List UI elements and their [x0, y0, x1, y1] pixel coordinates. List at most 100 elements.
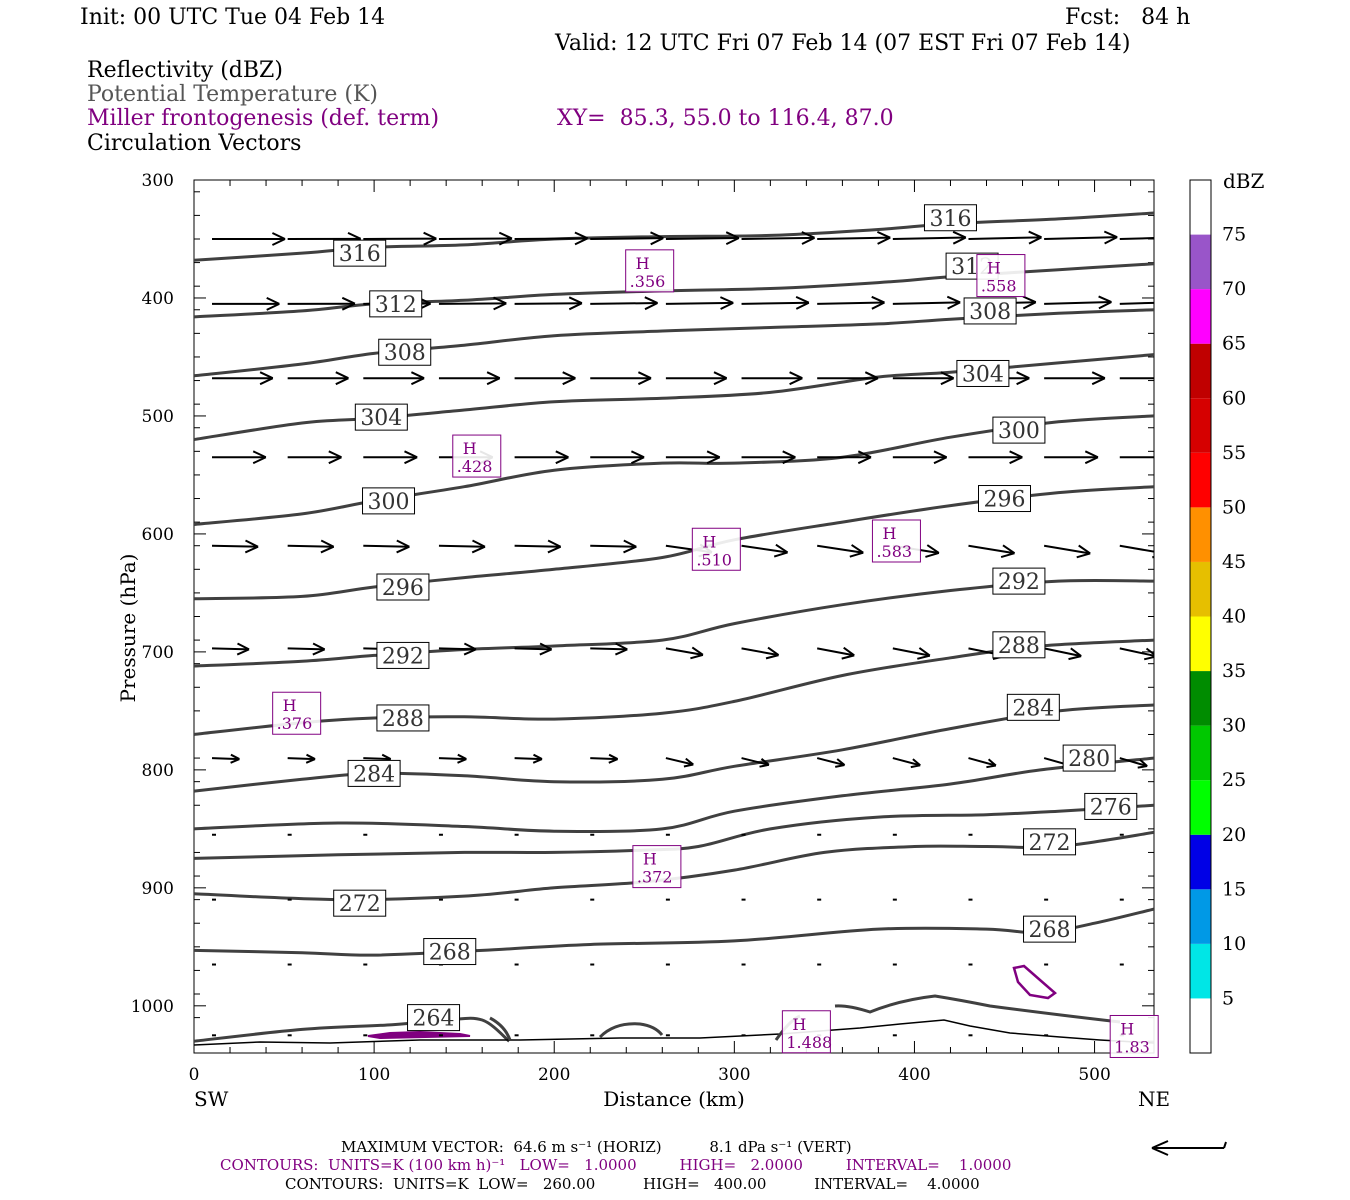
circulation-vector-head — [1161, 451, 1174, 463]
colorbar-level-label: 75 — [1222, 224, 1246, 246]
circulation-vector-head — [910, 758, 921, 769]
circulation-vector-head — [547, 539, 562, 554]
fronto-high-box — [272, 691, 322, 735]
fronto-high-value: 1.488 — [786, 1033, 832, 1052]
contour-label-288: 288 — [382, 707, 424, 732]
circulation-vector-head — [423, 231, 437, 246]
contour-label-box — [333, 889, 387, 917]
circulation-vector — [438, 302, 507, 305]
y-tick-label: 900 — [142, 879, 174, 899]
circulation-vector — [438, 237, 512, 240]
contour-label-300: 300 — [368, 490, 410, 515]
circulation-vector-head — [312, 642, 326, 656]
circulation-vector-head — [1016, 371, 1030, 386]
circulation-vector-head — [457, 753, 467, 764]
colorbar-level-label: 65 — [1222, 333, 1246, 355]
circulation-vector-head — [471, 539, 486, 554]
circulation-vector — [211, 757, 240, 761]
fronto-high-box — [632, 845, 682, 889]
circulation-vector-head — [230, 753, 240, 764]
circulation-vector-head — [328, 450, 342, 465]
circulation-vector-head — [630, 450, 645, 465]
contour-label-box — [354, 403, 408, 431]
circulation-vector-head — [410, 371, 425, 386]
footer-contours-frontogenesis: CONTOURS: UNITS=K (100 km h)⁻¹ LOW= 1.00… — [220, 1156, 1012, 1174]
contour-label-box — [423, 938, 477, 966]
circulation-vector-head — [952, 230, 967, 245]
circulation-vector-head — [574, 231, 589, 246]
colorbar-segment — [1190, 671, 1211, 726]
circulation-vector — [665, 236, 739, 240]
circulation-vector-head — [1022, 295, 1037, 310]
circulation-vector — [816, 757, 845, 767]
circulation-vector-head — [1143, 647, 1154, 661]
circulation-vector-head — [795, 295, 810, 310]
contour-label-288: 288 — [998, 634, 1040, 659]
contour-label-box — [992, 567, 1046, 595]
x-tick-label: 0 — [189, 1065, 200, 1085]
fronto-high-value: .372 — [637, 868, 673, 887]
circulation-vector — [438, 757, 467, 761]
circulation-vector — [590, 302, 658, 305]
fronto-high-letter: H — [702, 532, 716, 551]
circulation-vector-head — [320, 539, 335, 554]
contour-label-box — [376, 704, 430, 732]
contour-label-296: 296 — [382, 576, 424, 601]
fronto-high-letter: H — [1120, 1019, 1134, 1038]
contour-label-box — [378, 338, 432, 366]
circulation-vector — [1043, 647, 1082, 658]
colorbar-level-label: 35 — [1222, 660, 1246, 682]
fronto-high-letter: H — [643, 850, 657, 869]
reflectivity-colorbar: 5 10 15 20 25 30 35 40 45 50 55 60 65 70 75 — [1189, 179, 1246, 1054]
fronto-high-box — [871, 519, 921, 563]
circulation-vector-head — [341, 296, 356, 311]
colorbar-level-label: 25 — [1222, 769, 1246, 791]
contour-label-box — [1062, 744, 1116, 772]
y-axis-label: Pressure (hPa) — [116, 553, 140, 703]
x-tick-label: 200 — [538, 1065, 570, 1085]
theta-small-bump-1 — [598, 1022, 664, 1039]
colorbar-segment — [1190, 889, 1211, 944]
colorbar-level-label: 10 — [1222, 933, 1246, 955]
fronto-high-value: .510 — [696, 550, 732, 569]
x-axis-left-end-label: SW — [194, 1087, 229, 1111]
contour-label-box — [407, 1004, 461, 1032]
circulation-vector — [287, 647, 325, 651]
circulation-vector — [817, 647, 855, 657]
theta-contour-276 — [194, 803, 1154, 860]
circulation-vector — [968, 544, 1015, 555]
circulation-vector — [590, 544, 637, 548]
contour-label-264: 264 — [413, 1007, 455, 1032]
colorbar-segment — [1190, 998, 1211, 1053]
circulation-vector-head — [486, 371, 501, 386]
circulation-vector — [741, 544, 788, 554]
contour-label-box — [992, 631, 1046, 659]
circulation-vector-head — [532, 753, 543, 764]
fronto-high-value: .428 — [457, 457, 493, 476]
theta-contour-292 — [194, 578, 1154, 668]
colorbar-level-label: 30 — [1222, 715, 1246, 737]
contour-label-272: 272 — [1029, 831, 1071, 856]
circulation-vector — [741, 757, 770, 766]
colorbar-level-label: 15 — [1222, 878, 1246, 900]
circulation-vector-head — [1076, 544, 1091, 559]
circulation-vector — [1044, 236, 1118, 240]
terrain-line — [194, 1019, 1154, 1046]
y-tick-label: 1000 — [131, 997, 174, 1017]
circulation-vector-head — [650, 231, 664, 246]
colorbar-segment — [1190, 725, 1211, 781]
contour-label-300: 300 — [998, 419, 1040, 444]
circulation-vector — [211, 544, 259, 548]
contour-label-276: 276 — [1090, 795, 1132, 820]
circulation-vector — [590, 757, 618, 761]
circulation-vector-head — [644, 296, 658, 311]
circulation-vector-head — [271, 232, 286, 246]
x-tick-label: 100 — [358, 1065, 390, 1085]
y-tick-label: 800 — [142, 761, 174, 781]
contour-label-box — [963, 297, 1017, 325]
circulation-vector-head — [236, 642, 250, 656]
contour-label-box — [1084, 792, 1138, 820]
circulation-vector-head — [259, 371, 274, 386]
colorbar-segment — [1190, 834, 1211, 890]
circulation-vector-head — [1091, 371, 1106, 386]
